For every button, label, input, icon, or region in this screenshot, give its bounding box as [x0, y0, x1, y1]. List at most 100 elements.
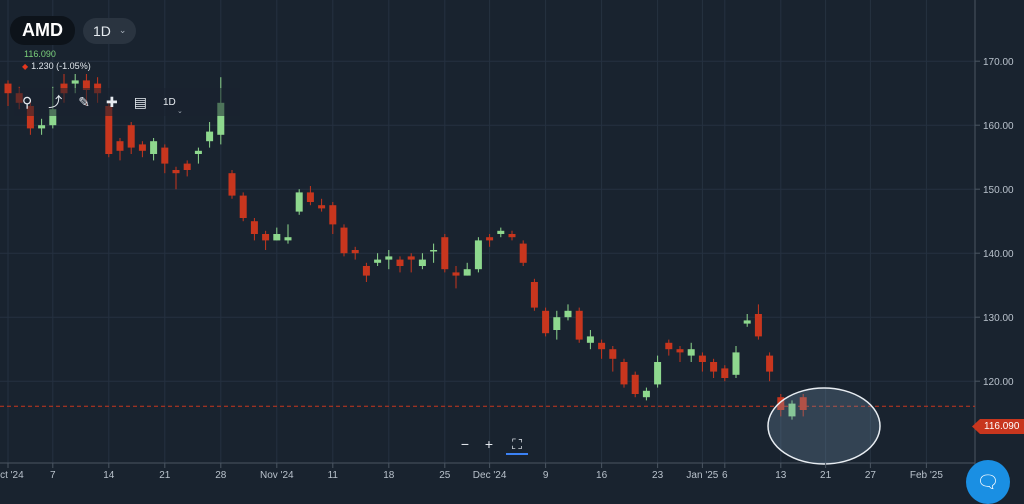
x-axis-labels: Oct '24 7 14 21 28 Nov '24 11 18 25 Dec '24 9 16 23 J… — [0, 463, 943, 481]
highlight-ellipse — [767, 387, 881, 465]
x-tick-label: 13 — [775, 470, 787, 481]
candle — [150, 138, 158, 161]
x-tick-label: 18 — [383, 470, 395, 481]
x-tick-label: 25 — [439, 470, 451, 481]
candle-body — [631, 374, 639, 394]
candle — [486, 234, 494, 247]
candle-body — [743, 320, 751, 324]
candle-body — [687, 349, 695, 356]
zoom-in-button[interactable]: + — [484, 436, 494, 452]
candle — [385, 250, 393, 270]
candle-body — [665, 342, 673, 350]
draw-pencil-icon[interactable]: ✎ — [78, 93, 90, 110]
candles — [4, 74, 807, 420]
candle-body — [284, 237, 292, 241]
candle-body — [127, 125, 135, 148]
candle — [407, 253, 415, 273]
candle — [586, 330, 594, 350]
candle — [721, 365, 729, 382]
candle-body — [172, 170, 180, 174]
candle — [340, 224, 348, 257]
x-tick-label: 6 — [722, 470, 728, 481]
symbol-badge[interactable]: AMD — [10, 16, 75, 45]
candle-body — [788, 403, 796, 417]
candle-body — [586, 336, 594, 343]
candle-body — [150, 141, 158, 154]
candle-body — [138, 144, 146, 151]
candle-body — [206, 131, 214, 142]
candle-body — [250, 221, 258, 234]
candle — [284, 224, 292, 244]
candle — [396, 256, 404, 273]
candle — [698, 352, 706, 372]
candle-body — [262, 234, 270, 241]
chat-icon: 🗨 — [976, 471, 1000, 492]
y-tick-label: 150.00 — [983, 185, 1014, 196]
candle — [777, 394, 785, 417]
candle — [38, 118, 46, 135]
candle — [542, 307, 550, 337]
x-tick-label: Oct '24 — [0, 470, 24, 481]
x-tick-label: 27 — [865, 470, 877, 481]
indicators-icon[interactable]: ⤴ — [48, 94, 63, 110]
candle — [4, 80, 12, 106]
y-axis-labels: 170.00 160.00 150.00 140.00 130.00 120.00 — [975, 57, 1014, 388]
candle-body — [295, 192, 303, 212]
candle — [430, 243, 438, 263]
y-tick-label: 160.00 — [983, 121, 1014, 132]
candle — [351, 246, 359, 260]
candle — [463, 262, 471, 276]
candle-body — [766, 355, 774, 372]
chat-button[interactable]: 🗨 — [966, 460, 1010, 504]
candle — [474, 237, 482, 273]
candle — [172, 166, 180, 190]
search-icon[interactable]: ⚲ — [22, 93, 33, 110]
candle-body — [519, 243, 527, 263]
candle-body — [418, 259, 426, 266]
candle-body — [732, 352, 740, 375]
candle-body — [508, 234, 516, 238]
candle — [441, 234, 449, 273]
candle — [654, 355, 662, 388]
list-icon[interactable]: ▤ — [133, 93, 147, 110]
x-tick-label: Feb '25 — [910, 470, 943, 481]
candle-body — [407, 256, 415, 260]
zoom-out-button[interactable]: − — [460, 436, 470, 452]
candle — [194, 147, 202, 164]
candle-body — [654, 362, 662, 385]
candle — [519, 240, 527, 266]
candle-body — [105, 106, 113, 154]
x-tick-label: Nov '24 — [260, 470, 294, 481]
crosshair-icon[interactable]: ✚ — [106, 93, 118, 110]
timeframe-selector[interactable]: 1D ⌄ — [83, 17, 137, 44]
candle-body — [228, 173, 236, 196]
candle — [553, 310, 561, 340]
candle — [329, 202, 337, 234]
candle-body — [374, 259, 382, 263]
candle — [138, 141, 146, 158]
fit-screen-button[interactable]: ⛶ — [506, 436, 528, 455]
x-tick-label: 21 — [159, 470, 171, 481]
candle — [183, 160, 191, 177]
candle-body — [217, 102, 225, 135]
candle — [273, 227, 281, 241]
candle-body — [340, 227, 348, 254]
toolbar-timeframe[interactable]: 1D ⌄ — [162, 96, 183, 115]
y-tick-label: 140.00 — [983, 249, 1014, 260]
candle — [732, 346, 740, 378]
candle-body — [497, 230, 505, 234]
candle — [306, 186, 314, 206]
candle — [262, 230, 270, 250]
x-tick-label: 21 — [820, 470, 832, 481]
candle-body — [239, 195, 247, 218]
candle-body — [564, 310, 572, 318]
toolbar-timeframe-label: 1D — [162, 96, 176, 108]
candle — [452, 266, 460, 289]
candle — [575, 307, 583, 343]
x-tick-label: 9 — [543, 470, 549, 481]
candle-body — [474, 240, 482, 270]
candle-body — [38, 125, 46, 129]
candle-body — [116, 141, 124, 151]
candle — [665, 339, 673, 356]
